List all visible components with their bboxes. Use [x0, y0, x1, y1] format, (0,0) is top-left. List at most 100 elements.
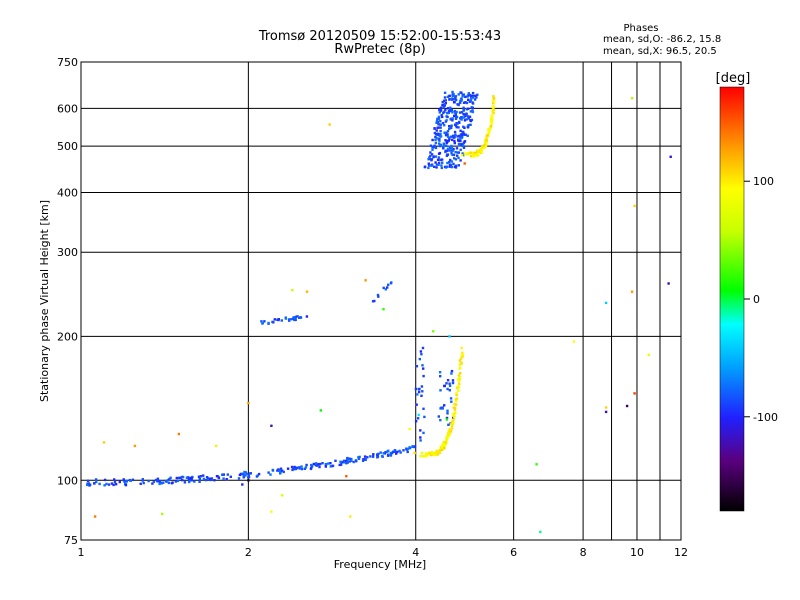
data-point — [303, 467, 306, 470]
data-point — [448, 428, 451, 432]
data-point — [451, 119, 454, 122]
data-point — [447, 111, 450, 114]
data-point — [448, 98, 451, 101]
data-point — [441, 103, 444, 107]
data-point — [491, 114, 494, 117]
data-point — [455, 147, 459, 150]
data-point — [485, 136, 488, 139]
data-point — [222, 477, 225, 480]
data-point — [267, 471, 270, 474]
data-point — [469, 110, 473, 113]
data-point — [267, 321, 270, 325]
data-point — [437, 117, 441, 120]
data-point — [86, 483, 89, 487]
data-point — [451, 97, 455, 101]
data-point — [423, 165, 427, 168]
data-point — [273, 318, 276, 321]
data-point — [94, 478, 98, 481]
data-point — [438, 142, 441, 145]
data-point — [468, 100, 471, 103]
data-point — [406, 447, 410, 451]
data-point — [125, 479, 128, 483]
data-point — [185, 476, 189, 479]
data-point — [247, 401, 250, 405]
data-point — [445, 119, 448, 122]
data-point — [402, 449, 405, 452]
data-point — [455, 393, 458, 397]
data-point — [492, 111, 495, 115]
data-point — [438, 371, 442, 374]
data-point — [379, 451, 382, 454]
data-point — [461, 152, 464, 155]
data-point — [455, 122, 458, 125]
data-point — [446, 387, 449, 391]
data-point — [141, 478, 144, 481]
data-point — [270, 424, 273, 427]
data-point — [183, 481, 187, 484]
data-point — [460, 346, 463, 350]
data-point — [446, 95, 450, 98]
data-point — [445, 115, 448, 118]
data-point — [457, 379, 460, 383]
data-point — [462, 133, 466, 136]
data-point — [450, 372, 453, 375]
data-point — [452, 406, 455, 409]
data-point — [491, 110, 494, 113]
data-point — [446, 153, 450, 156]
data-point — [439, 407, 442, 410]
data-point — [300, 465, 303, 468]
data-point — [395, 452, 398, 455]
data-point — [129, 479, 132, 482]
data-point — [487, 131, 490, 134]
data-point — [382, 452, 385, 455]
data-point — [278, 469, 281, 473]
data-point — [167, 481, 171, 485]
data-point — [462, 130, 465, 134]
data-point — [446, 409, 449, 412]
data-point — [436, 158, 440, 161]
data-point — [294, 467, 298, 471]
data-point — [459, 137, 462, 141]
data-point — [453, 141, 456, 145]
data-point — [435, 137, 438, 140]
data-point — [441, 100, 444, 104]
data-point — [462, 141, 466, 144]
data-point — [363, 455, 367, 458]
data-point — [443, 124, 446, 127]
data-point — [372, 453, 375, 456]
data-point — [271, 469, 275, 472]
data-point — [456, 154, 459, 157]
data-point — [263, 320, 266, 323]
data-point — [238, 473, 242, 477]
data-point — [455, 110, 458, 114]
data-point — [366, 456, 369, 459]
data-point — [142, 481, 145, 485]
data-point — [133, 444, 137, 448]
data-point — [329, 462, 332, 465]
data-point — [418, 357, 421, 361]
data-point — [479, 147, 483, 151]
data-point — [466, 153, 469, 156]
data-point — [103, 484, 106, 487]
data-point — [441, 115, 444, 119]
data-point — [193, 480, 196, 483]
data-point — [446, 161, 449, 165]
data-point — [95, 480, 98, 484]
data-point — [423, 415, 426, 419]
data-point — [471, 154, 475, 157]
data-point — [310, 466, 313, 470]
data-point — [450, 126, 453, 129]
data-point — [162, 481, 165, 484]
x-tick-label: 2 — [245, 546, 252, 559]
data-point — [158, 482, 161, 486]
y-axis-label: Stationary phase Virtual Height [km] — [38, 200, 51, 402]
data-point — [491, 119, 494, 122]
data-point — [457, 93, 460, 96]
data-point — [464, 133, 467, 136]
phases-x-stats: mean, sd,X: 96.5, 20.5 — [603, 46, 717, 57]
data-point — [462, 93, 466, 96]
data-point — [288, 319, 291, 322]
data-point — [436, 126, 439, 129]
data-point — [443, 91, 447, 94]
data-point — [446, 107, 450, 110]
